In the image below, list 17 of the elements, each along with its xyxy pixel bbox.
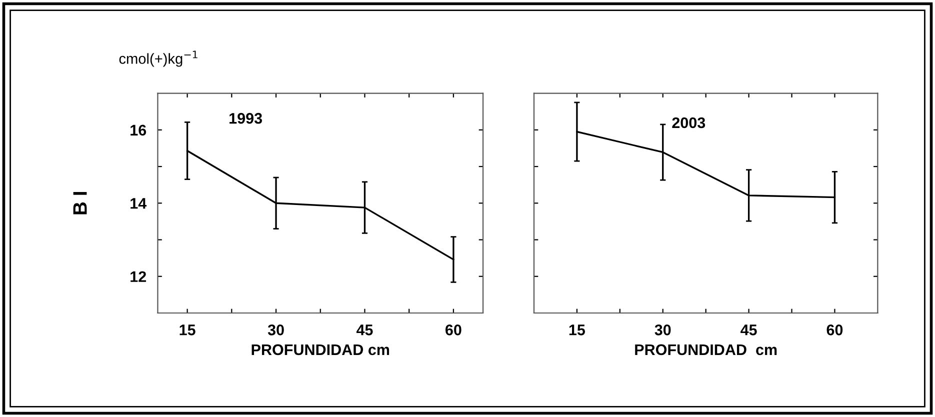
- text: 1993: [230, 112, 262, 124]
- x-tick-label: 15: [180, 324, 196, 336]
- x-tick-label: 30: [268, 324, 284, 336]
- x-tick-label: 15: [569, 324, 586, 336]
- x-axis-title: PROFUNDIDAD cm: [635, 344, 777, 356]
- y-tick-label: 14: [130, 198, 147, 209]
- x-tick-label: 30: [654, 324, 671, 336]
- y-axis-title: B I: [73, 192, 87, 214]
- x-tick-label: 60: [446, 324, 462, 336]
- x-tick-label: 45: [740, 324, 757, 336]
- text: cmol(+)kg$^{−1}$: [119, 50, 198, 67]
- x-axis-title: PROFUNDIDAD cm: [252, 344, 390, 356]
- x-tick-label: 60: [826, 324, 843, 336]
- y-tick-label: 12: [130, 271, 146, 282]
- x-tick-label: 45: [356, 324, 373, 336]
- text: 2003: [672, 117, 706, 128]
- y-tick-label: 16: [130, 124, 146, 136]
